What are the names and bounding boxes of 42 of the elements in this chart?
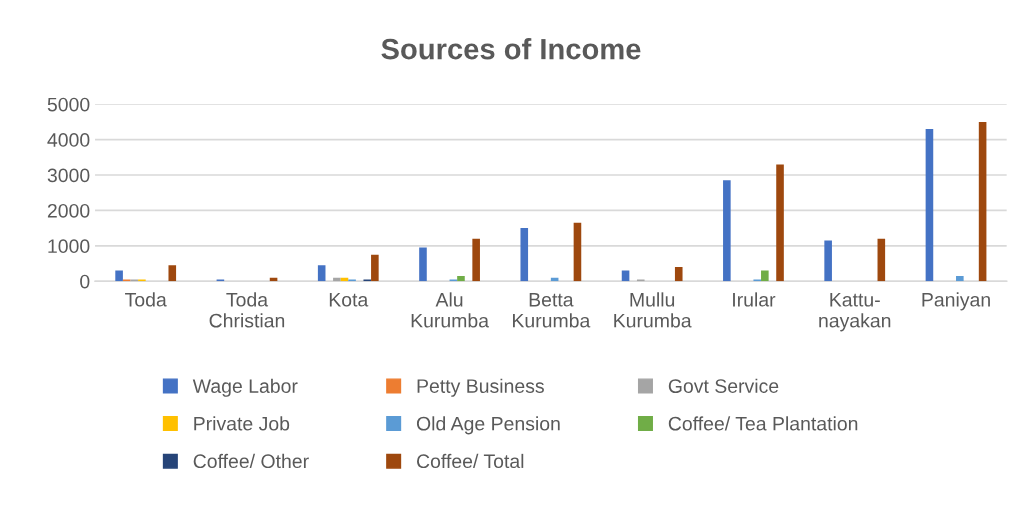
bar <box>925 129 934 282</box>
legend-label: Govt Service <box>668 378 779 393</box>
legend-label: Old Age Pension <box>416 416 560 435</box>
bar <box>472 238 480 282</box>
legend-label: Coffee/ Total <box>417 453 524 469</box>
bar <box>520 228 529 282</box>
legend-label: Private Job <box>194 416 290 431</box>
legend-label: Coffee/ Other <box>193 453 309 469</box>
bar <box>723 180 731 282</box>
bar <box>761 270 769 282</box>
x-tick-label: Kota <box>329 293 369 307</box>
legend-label: Petty Business <box>417 378 544 397</box>
bar <box>978 121 987 282</box>
x-tick-label: Alu Kurumba <box>411 292 490 328</box>
y-tick-label: 0 <box>80 274 90 289</box>
x-tick-label: Toda Christian <box>209 292 285 328</box>
x-tick-label: Toda <box>125 292 167 307</box>
y-tick-label: 5000 <box>47 97 90 112</box>
bar <box>371 254 379 282</box>
bar <box>776 164 784 282</box>
x-tick-label: Betta Kurumba <box>513 293 591 328</box>
y-tick-label: 4000 <box>47 133 90 147</box>
y-tick-label: 1000 <box>48 239 90 254</box>
bar <box>877 238 886 282</box>
bar <box>824 240 832 282</box>
legend-label: Coffee/ Tea Plantation <box>668 416 858 431</box>
bar <box>419 247 427 282</box>
bar <box>115 270 123 282</box>
legend-label: Wage Labor <box>192 378 298 397</box>
bar <box>956 275 964 282</box>
x-tick-label: Paniyan <box>922 292 990 311</box>
chart-title: Sources of Income <box>381 38 641 60</box>
bar <box>457 275 465 282</box>
bar <box>168 265 177 282</box>
y-tick-label: 2000 <box>47 203 90 218</box>
x-tick-label: Irular <box>733 292 776 307</box>
bar <box>317 265 326 282</box>
x-tick-label: Mullu Kurumba <box>614 292 692 328</box>
y-tick-label: 3000 <box>47 168 90 183</box>
bar <box>573 222 582 282</box>
bar <box>674 267 683 282</box>
x-tick-label: Kattu- nayakan <box>819 293 891 332</box>
